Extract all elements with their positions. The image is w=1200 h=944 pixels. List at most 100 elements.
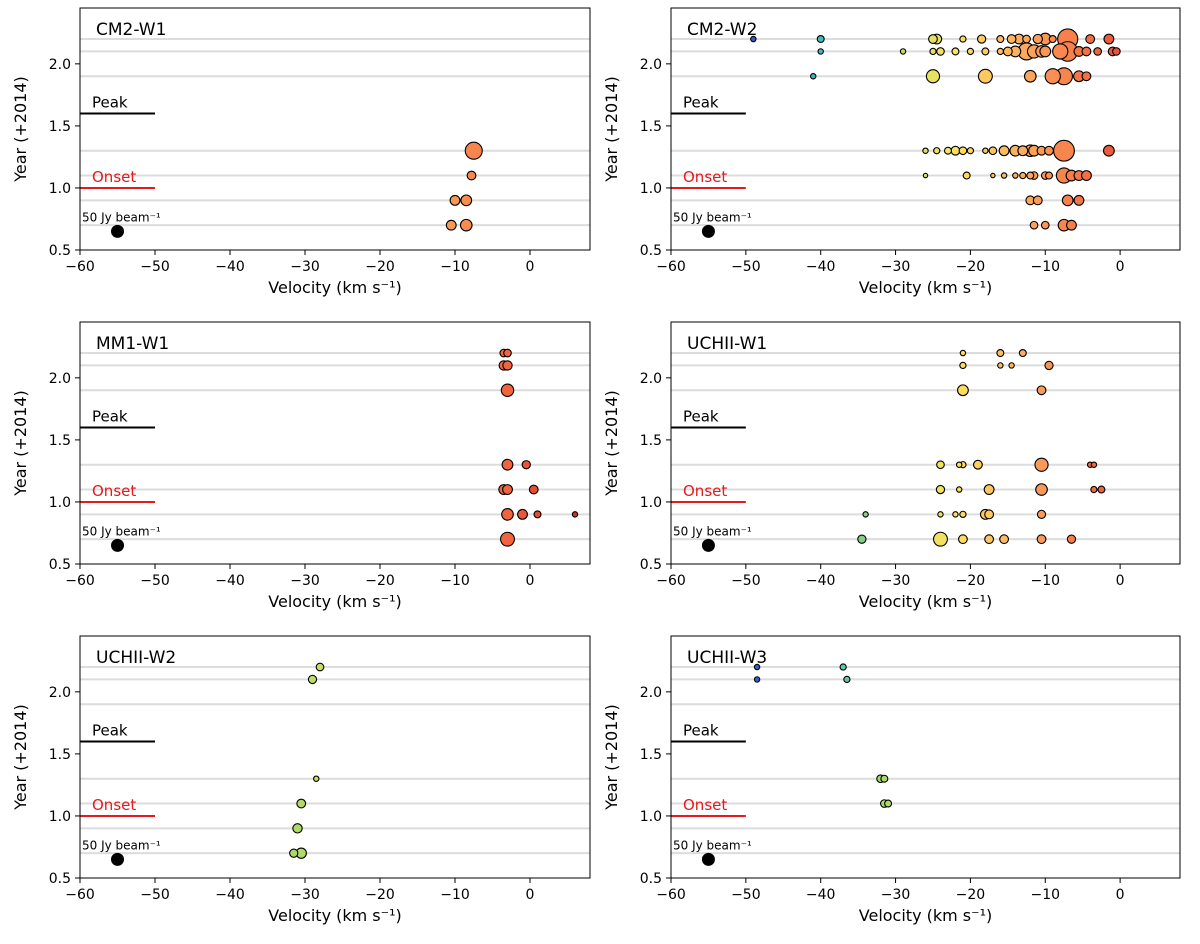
x-tick-label: 0 (1116, 887, 1125, 903)
maser-spot (951, 47, 960, 56)
x-tick-label: −50 (140, 887, 170, 903)
y-tick-label: 1.0 (49, 181, 71, 197)
maser-spot (750, 35, 757, 43)
maser-spot (1036, 534, 1047, 545)
onset-label: Onset (683, 168, 727, 186)
panel-title: CM2-W1 (96, 20, 166, 40)
maser-spot (466, 170, 477, 181)
maser-spot (1000, 172, 1008, 179)
maser-spot (1036, 385, 1047, 396)
onset-label: Onset (683, 796, 727, 814)
x-tick-label: −20 (365, 573, 395, 589)
maser-spot (1032, 33, 1043, 45)
maser-spot (1044, 360, 1054, 371)
maser-spot (933, 147, 941, 155)
maser-spots (753, 663, 893, 808)
maser-spot (962, 171, 971, 180)
maser-spot (1044, 145, 1054, 156)
y-axis-label: Year (+2014) (602, 76, 621, 183)
beam-reference-dot (111, 538, 124, 552)
maser-spots (857, 349, 1106, 547)
maser-spot (1022, 34, 1031, 44)
maser-spot (1090, 461, 1098, 468)
maser-spot (952, 511, 959, 518)
x-tick-label: −30 (881, 573, 911, 589)
peak-label: Peak (92, 407, 128, 425)
maser-spot (843, 675, 851, 684)
panel-cm2-w2: Peak Onset 50 Jy beam⁻¹ CM2-W2 −60 −50 −40 −30 −… (602, 7, 1181, 297)
x-tick-label: −10 (1030, 259, 1060, 275)
y-tick-label: 0.5 (640, 243, 662, 259)
maser-spot (1112, 47, 1121, 56)
maser-spot (1102, 144, 1115, 157)
maser-spot (501, 508, 514, 521)
x-tick-label: −20 (365, 887, 395, 903)
maser-spot (1039, 45, 1052, 58)
maser-spot (996, 47, 1005, 56)
x-axis-label: Velocity (km s⁻¹) (268, 592, 401, 611)
panel-mm1-w1: Peak Onset 50 Jy beam⁻¹ MM1-W1 −60 −50 −40 −30 −… (11, 321, 591, 611)
maser-spot (753, 676, 761, 683)
maser-spot (1061, 194, 1074, 207)
maser-spot (1035, 483, 1048, 496)
x-tick-label: −40 (806, 573, 836, 589)
panel-uchii-w1: Peak Onset 50 Jy beam⁻¹ UCHII-W1 −60 −50 −40 −3… (602, 321, 1181, 611)
panel-title: CM2-W2 (687, 20, 757, 40)
axes-frame (79, 321, 591, 565)
x-tick-label: −60 (656, 887, 686, 903)
onset-label: Onset (92, 796, 136, 814)
x-tick-label: −40 (806, 259, 836, 275)
x-tick-label: −10 (440, 259, 470, 275)
maser-spots (498, 348, 579, 547)
y-tick-label: 1.0 (640, 181, 662, 197)
maser-spot (459, 218, 473, 232)
panel-uchii-w3: Peak Onset 50 Jy beam⁻¹ UCHII-W3 −60 −50 −40 −3… (602, 635, 1181, 925)
maser-spot (1053, 139, 1075, 162)
maser-spot (990, 172, 996, 179)
maser-spot (1066, 219, 1077, 231)
maser-spot (500, 531, 515, 547)
beam-reference-dot (701, 224, 715, 238)
x-tick-label: −10 (1030, 887, 1060, 903)
maser-spot (313, 775, 320, 782)
axes-frame (79, 7, 591, 251)
axes-frame (670, 7, 1181, 251)
onset-label: Onset (683, 482, 727, 500)
maser-spot (1040, 220, 1050, 230)
x-tick-label: −60 (65, 573, 95, 589)
plot-area (80, 636, 590, 878)
maser-spot (501, 458, 514, 471)
y-tick-label: 0.5 (640, 557, 662, 573)
y-tick-label: 0.5 (640, 871, 662, 887)
maser-spot (1006, 34, 1017, 44)
maser-spot (1103, 33, 1115, 45)
maser-spot (533, 510, 542, 519)
maser-spot (959, 361, 967, 370)
y-tick-label: 2.0 (49, 685, 71, 701)
maser-spot (937, 511, 944, 518)
beam-reference-label: 50 Jy beam⁻¹ (673, 524, 752, 538)
x-tick-label: −60 (656, 573, 686, 589)
onset-label: Onset (92, 482, 136, 500)
axes-frame (670, 635, 1181, 879)
maser-spot (922, 147, 929, 154)
maser-spot (1081, 46, 1092, 57)
x-tick-label: −20 (956, 573, 986, 589)
y-tick-label: 1.0 (640, 495, 662, 511)
x-tick-label: 0 (1116, 573, 1125, 589)
maser-spot (1052, 43, 1069, 60)
maser-spot (1019, 171, 1027, 180)
maser-spot (957, 384, 969, 397)
peak-label: Peak (683, 721, 719, 739)
maser-spot (503, 348, 512, 358)
maser-spot (929, 47, 937, 56)
y-tick-label: 1.0 (49, 495, 71, 511)
x-tick-label: −30 (881, 887, 911, 903)
maser-spot (959, 35, 967, 43)
x-tick-label: −30 (290, 259, 320, 275)
maser-spot (571, 511, 579, 518)
x-axis-label: Velocity (km s⁻¹) (268, 906, 401, 925)
maser-spot (957, 534, 968, 545)
y-tick-label: 2.0 (640, 371, 662, 387)
